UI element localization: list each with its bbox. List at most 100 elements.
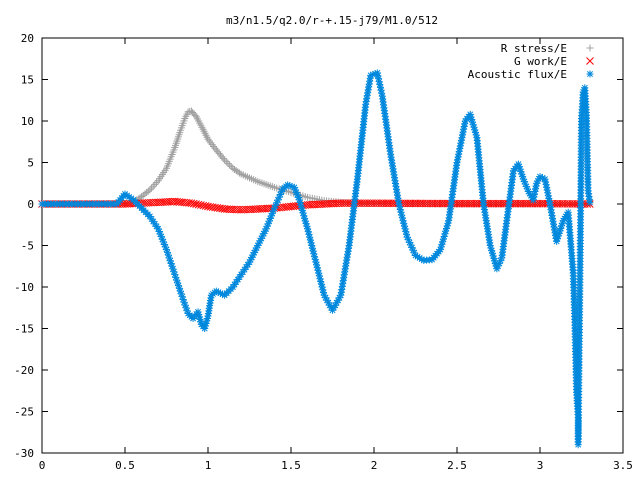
data-point — [406, 238, 414, 246]
data-point — [153, 179, 161, 187]
data-point — [313, 261, 321, 269]
data-point — [178, 293, 186, 301]
data-point — [487, 244, 495, 252]
data-point — [544, 192, 552, 200]
data-point — [556, 227, 564, 235]
data-point — [403, 233, 411, 241]
data-point — [317, 277, 325, 285]
data-point — [493, 265, 501, 273]
data-point — [310, 250, 318, 258]
data-point — [264, 220, 272, 228]
data-point — [306, 236, 314, 244]
data-point — [172, 273, 180, 281]
data-point — [177, 290, 185, 298]
data-point — [516, 165, 524, 173]
data-point — [533, 179, 541, 187]
data-point — [562, 212, 570, 220]
data-point — [453, 159, 461, 166]
data-point — [296, 198, 304, 206]
data-point — [159, 238, 167, 246]
data-point — [542, 178, 550, 186]
y-tick-label: 5 — [27, 157, 34, 170]
data-point — [552, 232, 560, 240]
data-point — [329, 306, 336, 314]
data-point — [315, 272, 323, 280]
data-point — [468, 116, 476, 124]
data-point — [410, 249, 418, 257]
data-point — [471, 128, 479, 136]
data-point — [545, 197, 553, 205]
data-point — [202, 320, 210, 328]
data-point — [535, 175, 543, 183]
y-tick-label: -20 — [14, 364, 34, 377]
data-point — [486, 242, 494, 249]
data-point — [396, 203, 404, 211]
data-point — [251, 246, 259, 254]
data-point — [195, 310, 203, 318]
data-point — [234, 276, 242, 284]
data-point — [369, 71, 377, 79]
data-point — [490, 254, 498, 262]
data-point — [520, 178, 528, 186]
data-point — [284, 181, 292, 189]
data-point — [378, 89, 386, 97]
data-point — [519, 173, 527, 181]
data-point — [247, 256, 255, 264]
data-point — [335, 294, 343, 302]
legend-marker — [586, 44, 594, 52]
data-point — [288, 183, 296, 191]
legend-label: R stress/E — [501, 42, 567, 55]
data-point — [316, 275, 324, 283]
data-point — [174, 282, 182, 290]
x-tick-label: 0 — [39, 459, 46, 472]
data-point — [173, 276, 181, 284]
data-point — [154, 225, 162, 233]
data-point — [164, 251, 172, 259]
data-point — [157, 233, 165, 241]
data-point — [201, 325, 209, 332]
data-point — [163, 246, 170, 254]
data-point — [171, 271, 179, 279]
data-point — [441, 230, 449, 238]
data-point — [460, 125, 468, 133]
data-point — [554, 232, 562, 240]
data-point — [242, 263, 250, 271]
data-point — [253, 244, 261, 252]
x-tick-label: 3.5 — [613, 459, 633, 472]
data-point — [236, 169, 244, 177]
data-point — [170, 268, 178, 276]
data-point — [331, 301, 339, 309]
data-point — [196, 315, 204, 323]
data-point — [461, 120, 469, 128]
data-point — [557, 224, 565, 232]
y-tick-label: 10 — [21, 115, 34, 128]
data-point — [262, 225, 270, 233]
data-point — [254, 242, 262, 249]
x-tick-label: 1 — [205, 459, 212, 472]
data-point — [201, 202, 210, 210]
data-point — [263, 222, 271, 230]
data-point — [469, 121, 477, 129]
data-point — [249, 251, 257, 259]
data-point — [471, 126, 479, 134]
data-point — [439, 238, 447, 246]
data-point — [146, 186, 154, 194]
axis-ticks: 0 0.5 1 1.5 2 2.5 3 3.5 20 15 10 5 0 -5 -10 -15 -20 -25 -3… — [14, 32, 633, 472]
data-point — [521, 180, 529, 188]
data-point — [210, 142, 218, 150]
data-point — [294, 193, 302, 201]
data-point — [161, 243, 169, 251]
data-point — [549, 214, 557, 222]
data-point — [543, 186, 551, 194]
legend-label: G work/E — [514, 55, 567, 68]
data-point — [187, 199, 196, 208]
data-point — [400, 219, 408, 227]
data-point — [292, 188, 300, 196]
data-point — [246, 258, 253, 266]
data-point — [176, 287, 184, 295]
data-point — [229, 283, 237, 291]
data-point — [214, 288, 222, 296]
data-point — [156, 230, 164, 238]
data-point — [524, 188, 532, 196]
